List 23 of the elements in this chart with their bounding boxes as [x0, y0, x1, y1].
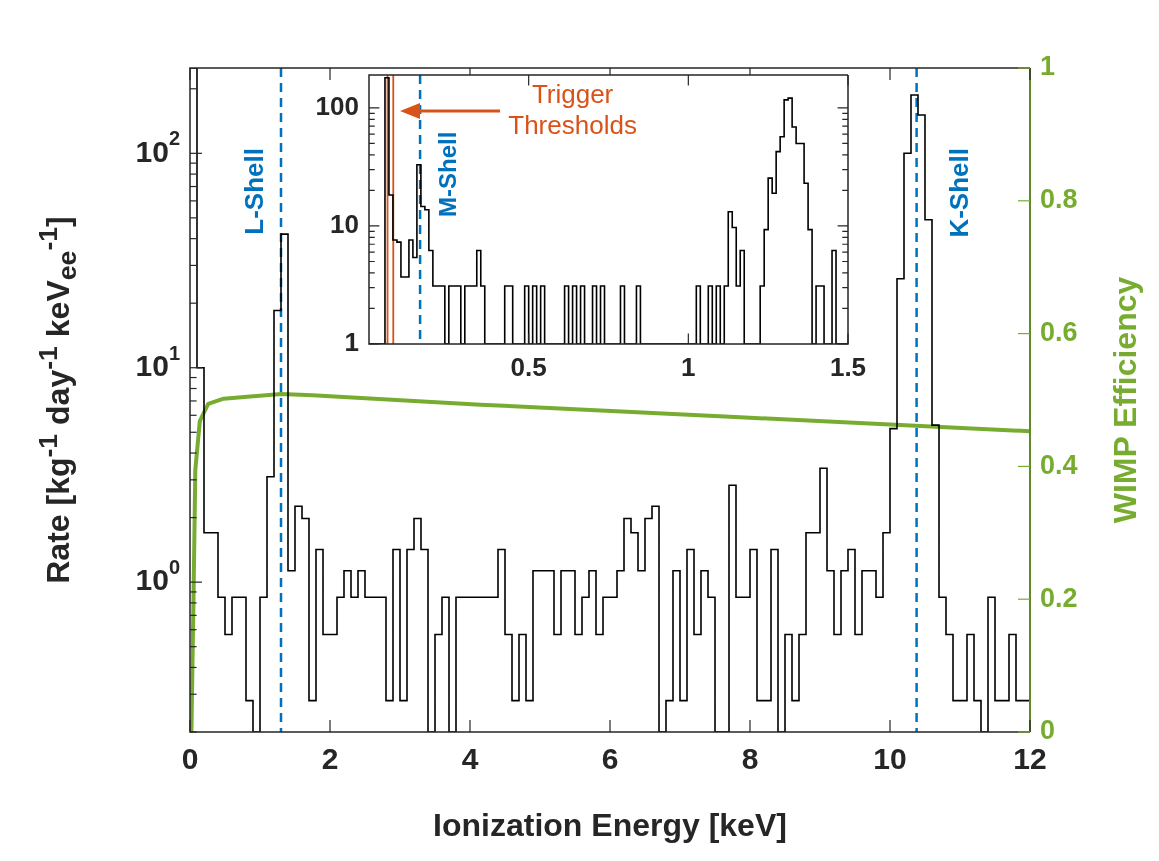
x-axis-title: Ionization Energy [keV] [433, 806, 787, 844]
ref-line-label: L-Shell [239, 148, 270, 235]
y2-tick-label: 1 [1040, 51, 1056, 82]
y2-axis-title: WIMP Efficiency [1106, 276, 1143, 524]
x-tick-label: 10 [873, 741, 907, 775]
x-tick-label: 0.5 [510, 351, 547, 382]
annotation: Trigger Thresholds [508, 78, 637, 141]
x-tick-label: 2 [321, 741, 339, 775]
x-tick-label: 0 [181, 741, 199, 775]
x-tick-label: 6 [601, 741, 619, 775]
y2-tick-label: 0.8 [1040, 184, 1078, 215]
y-tick-label: 10 [330, 209, 359, 240]
y2-tick-label: 0.6 [1040, 317, 1078, 348]
y-tick-label: 1 [344, 327, 360, 358]
x-tick-label: 4 [461, 741, 479, 775]
y2-tick-label: 0.2 [1040, 582, 1078, 613]
x-tick-label: 1 [681, 351, 696, 382]
x-tick-label: 1.5 [829, 351, 867, 382]
ref-line-label: K-Shell [943, 148, 974, 238]
y-tick-label: 100 [315, 91, 360, 122]
y2-tick-label: 0.4 [1040, 449, 1078, 480]
ref-line-label: M-Shell [433, 131, 461, 217]
x-tick-label: 8 [741, 741, 759, 775]
